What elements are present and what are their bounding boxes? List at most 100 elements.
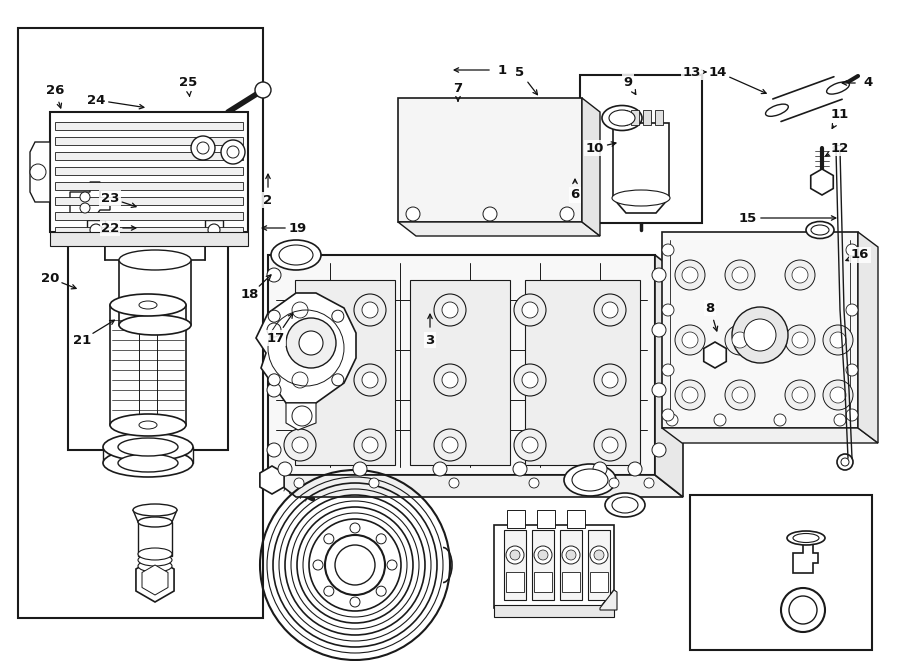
Text: 8: 8 xyxy=(706,301,715,315)
Ellipse shape xyxy=(119,250,191,270)
Circle shape xyxy=(221,140,245,164)
Circle shape xyxy=(354,429,386,461)
Circle shape xyxy=(80,203,90,213)
Polygon shape xyxy=(613,123,669,213)
Circle shape xyxy=(286,318,336,368)
Ellipse shape xyxy=(103,449,193,477)
Circle shape xyxy=(369,478,379,488)
Ellipse shape xyxy=(110,414,186,436)
Circle shape xyxy=(267,383,281,397)
Circle shape xyxy=(590,546,608,564)
Circle shape xyxy=(324,586,334,596)
Circle shape xyxy=(522,372,538,388)
Circle shape xyxy=(284,429,316,461)
Circle shape xyxy=(313,560,323,570)
Polygon shape xyxy=(268,255,655,475)
Text: 10: 10 xyxy=(586,141,604,155)
Polygon shape xyxy=(662,428,878,443)
Circle shape xyxy=(662,244,674,256)
Circle shape xyxy=(292,406,312,426)
Ellipse shape xyxy=(793,533,819,543)
Circle shape xyxy=(732,332,748,348)
Polygon shape xyxy=(133,510,177,522)
Polygon shape xyxy=(100,180,210,200)
Circle shape xyxy=(292,437,308,453)
Circle shape xyxy=(792,332,808,348)
Ellipse shape xyxy=(833,145,843,151)
Bar xyxy=(494,605,614,617)
Circle shape xyxy=(325,535,385,595)
Circle shape xyxy=(514,364,546,396)
Bar xyxy=(506,572,524,592)
Ellipse shape xyxy=(138,560,172,572)
Circle shape xyxy=(682,332,698,348)
Circle shape xyxy=(208,224,220,236)
Circle shape xyxy=(332,310,344,322)
Polygon shape xyxy=(205,220,223,240)
Circle shape xyxy=(514,429,546,461)
Circle shape xyxy=(267,268,281,282)
Circle shape xyxy=(506,546,524,564)
Circle shape xyxy=(267,323,281,337)
Circle shape xyxy=(675,380,705,410)
Circle shape xyxy=(522,302,538,318)
Bar xyxy=(532,530,554,600)
Polygon shape xyxy=(256,293,356,403)
Circle shape xyxy=(846,409,858,421)
Polygon shape xyxy=(260,466,284,494)
Circle shape xyxy=(353,462,367,476)
Circle shape xyxy=(662,304,674,316)
Polygon shape xyxy=(136,558,174,602)
Circle shape xyxy=(785,380,815,410)
Circle shape xyxy=(830,387,846,403)
Circle shape xyxy=(483,207,497,221)
Bar xyxy=(567,510,585,528)
Bar xyxy=(643,110,651,125)
Circle shape xyxy=(846,244,858,256)
Text: 20: 20 xyxy=(40,272,59,284)
Circle shape xyxy=(442,302,458,318)
Polygon shape xyxy=(398,222,600,236)
Bar xyxy=(562,572,580,592)
Circle shape xyxy=(292,302,308,318)
Polygon shape xyxy=(858,232,878,443)
Polygon shape xyxy=(105,200,205,260)
Bar xyxy=(588,530,610,600)
Ellipse shape xyxy=(572,469,608,491)
Ellipse shape xyxy=(279,245,313,265)
Polygon shape xyxy=(70,182,110,218)
Circle shape xyxy=(732,307,788,363)
Bar xyxy=(55,137,243,145)
Ellipse shape xyxy=(564,464,616,496)
Text: 3: 3 xyxy=(426,334,435,346)
Circle shape xyxy=(830,332,846,348)
Bar xyxy=(50,112,248,232)
Circle shape xyxy=(732,267,748,283)
Circle shape xyxy=(514,294,546,326)
Circle shape xyxy=(846,304,858,316)
Circle shape xyxy=(538,550,548,560)
Circle shape xyxy=(529,478,539,488)
Text: 1: 1 xyxy=(498,63,507,77)
Circle shape xyxy=(744,319,776,351)
Bar xyxy=(507,510,525,528)
Text: 15: 15 xyxy=(739,212,757,225)
Text: 17: 17 xyxy=(267,332,285,344)
Text: 5: 5 xyxy=(516,65,525,79)
Text: 18: 18 xyxy=(241,288,259,301)
Text: 6: 6 xyxy=(571,188,580,202)
Circle shape xyxy=(442,437,458,453)
Bar xyxy=(537,510,555,528)
Circle shape xyxy=(725,325,755,355)
Polygon shape xyxy=(494,525,614,608)
Ellipse shape xyxy=(766,104,788,116)
Polygon shape xyxy=(704,342,726,368)
Circle shape xyxy=(652,268,666,282)
Polygon shape xyxy=(600,590,617,610)
Circle shape xyxy=(350,597,360,607)
Text: 19: 19 xyxy=(289,221,307,235)
Circle shape xyxy=(609,478,619,488)
Bar xyxy=(55,122,243,130)
Ellipse shape xyxy=(138,548,172,560)
Circle shape xyxy=(510,550,520,560)
